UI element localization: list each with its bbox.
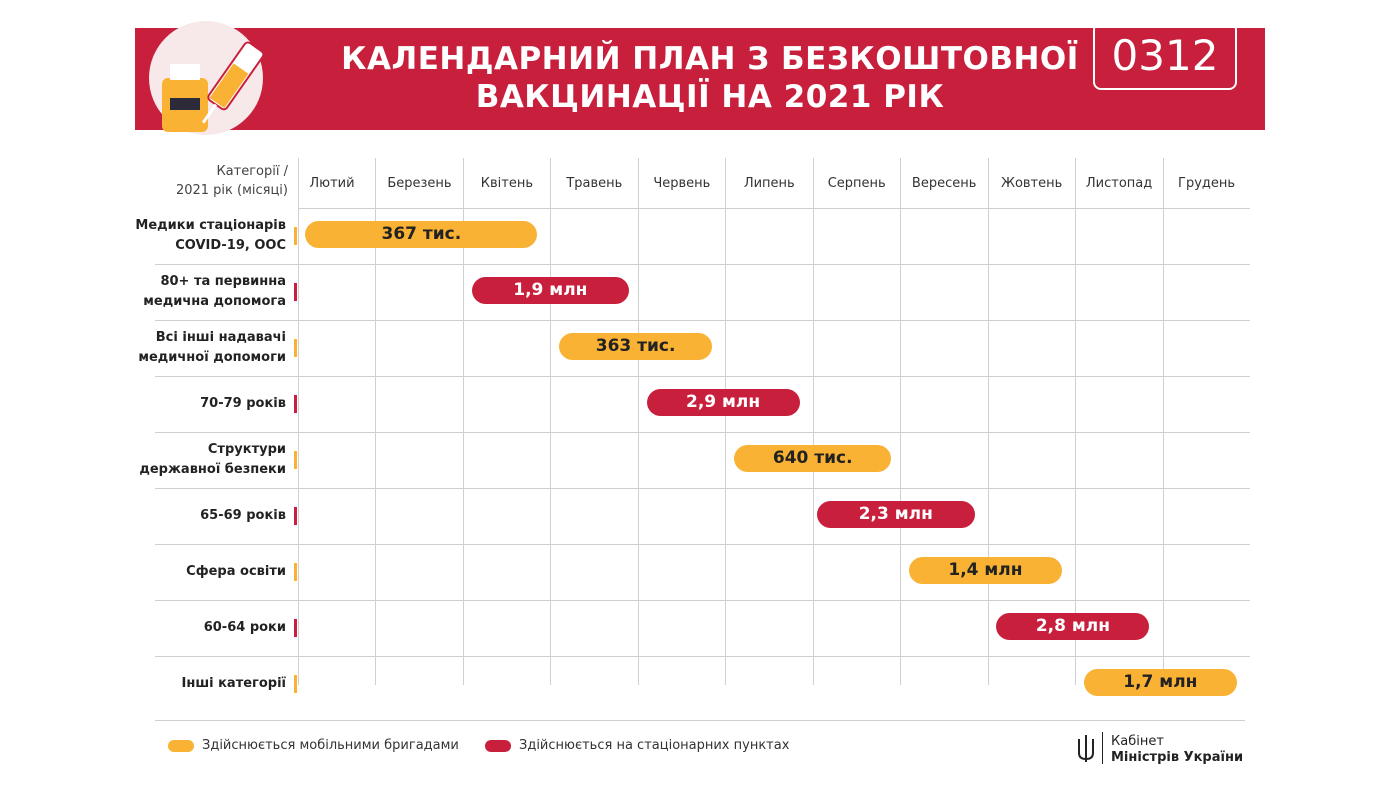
row-label-line: Інші категорії [181,676,287,691]
grid-line [812,158,814,685]
banner [135,28,1265,130]
bar: 363 тис. [559,333,713,360]
month-label: Лютий [309,176,355,191]
month-label: Березень [387,176,452,191]
bar: 1,7 млн [1083,669,1237,696]
legend-swatch [168,740,194,752]
row-label-line: 70-79 років [200,396,286,411]
footer-divider [1102,732,1103,764]
row-label-line: медичної допомоги [138,350,286,365]
row-label-line: Структури [207,442,286,457]
bar: 1,9 млн [471,277,630,304]
row-tick [294,339,297,357]
month-label: Вересень [911,176,977,191]
row-label-line: Всі інші надавачі [155,330,286,345]
row-label: 80+ та первинна медична допомога [120,272,286,312]
row-line [155,544,1250,545]
legend-label: Здійснюється мобільними бригадами [202,738,459,753]
row-tick [294,451,297,469]
row-tick [294,563,297,581]
row-label: Медики стаціонарів COVID-19, ООС [120,216,286,256]
bar: 2,9 млн [646,389,800,416]
row-label: Структури державної безпеки [120,440,286,480]
legend-label: Здійснюється на стаціонарних пунктах [519,738,790,753]
row-line [155,488,1250,489]
row-label-line: 65-69 років [200,508,286,523]
corner-label: Категорії / 2021 рік (місяці) [150,162,288,200]
row-label: Сфера освіти [120,562,286,582]
row-label-line: медична допомога [143,294,286,309]
vaccine-icon [149,21,265,135]
month-label: Квітень [480,176,534,191]
month-label: Червень [653,176,711,191]
row-label: 70-79 років [120,394,286,414]
row-label-line: 80+ та первинна [160,274,286,289]
grid-line [900,158,902,685]
row-tick [294,227,297,245]
month-label: Жовтень [1000,176,1063,191]
logo: 0312 [1093,22,1237,90]
footer-line: Кабінет [1111,734,1164,749]
header-line [298,208,1250,209]
row-line [155,656,1250,657]
row-label-line: 60-64 роки [203,620,286,635]
grid-line [725,158,727,685]
row-tick [294,507,297,525]
footer-line: Міністрів України [1111,750,1244,765]
grid-line [987,158,989,685]
row-label: 60-64 роки [120,618,286,638]
grid-line [550,158,552,685]
row-label-line: COVID-19, ООС [175,238,286,253]
month-label: Листопад [1085,176,1153,191]
row-line [155,264,1250,265]
bar: 1,4 млн [908,557,1062,584]
row-line [155,432,1250,433]
trident-icon [1078,735,1094,762]
bar: 2,8 млн [996,613,1150,640]
grid-line [1162,158,1164,685]
grid-line [1075,158,1077,685]
row-label: 65-69 років [120,506,286,526]
title-line: КАЛЕНДАРНИЙ ПЛАН З БЕЗКОШТОВНОЇ [341,41,1079,77]
grid-line [462,158,464,685]
bar: 367 тис. [305,221,538,248]
bar: 2,3 млн [817,501,975,528]
grid-line [637,158,639,685]
corner-line: Категорії / [216,164,288,179]
month-label: Травень [566,176,623,191]
row-line [155,320,1250,321]
row-tick [294,395,297,413]
row-label: Інші категорії [120,674,287,694]
title: КАЛЕНДАРНИЙ ПЛАН З БЕЗКОШТОВНОЇ ВАКЦИНАЦ… [300,40,1120,116]
row-tick [294,675,297,693]
row-label-line: державної безпеки [139,462,286,477]
row-tick [294,283,297,301]
row-tick [294,619,297,637]
month-label: Грудень [1178,176,1236,191]
grid-line [375,158,377,685]
row-label: Всі інші надавачі медичної допомоги [120,328,286,368]
row-label-line: Медики стаціонарів [135,218,286,233]
grid-line [298,158,299,685]
row-label-line: Сфера освіти [186,564,286,579]
month-label: Серпень [827,176,886,191]
corner-line: 2021 рік (місяці) [175,183,288,198]
legend-swatch [485,740,511,752]
legend-divider [155,720,1245,721]
footer: Кабінет Міністрів України [1111,734,1243,766]
month-label: Липень [743,176,795,191]
row-line [155,376,1250,377]
bar: 640 тис. [734,445,892,472]
row-line [155,600,1250,601]
title-line: ВАКЦИНАЦІЇ НА 2021 РІК [475,79,945,115]
